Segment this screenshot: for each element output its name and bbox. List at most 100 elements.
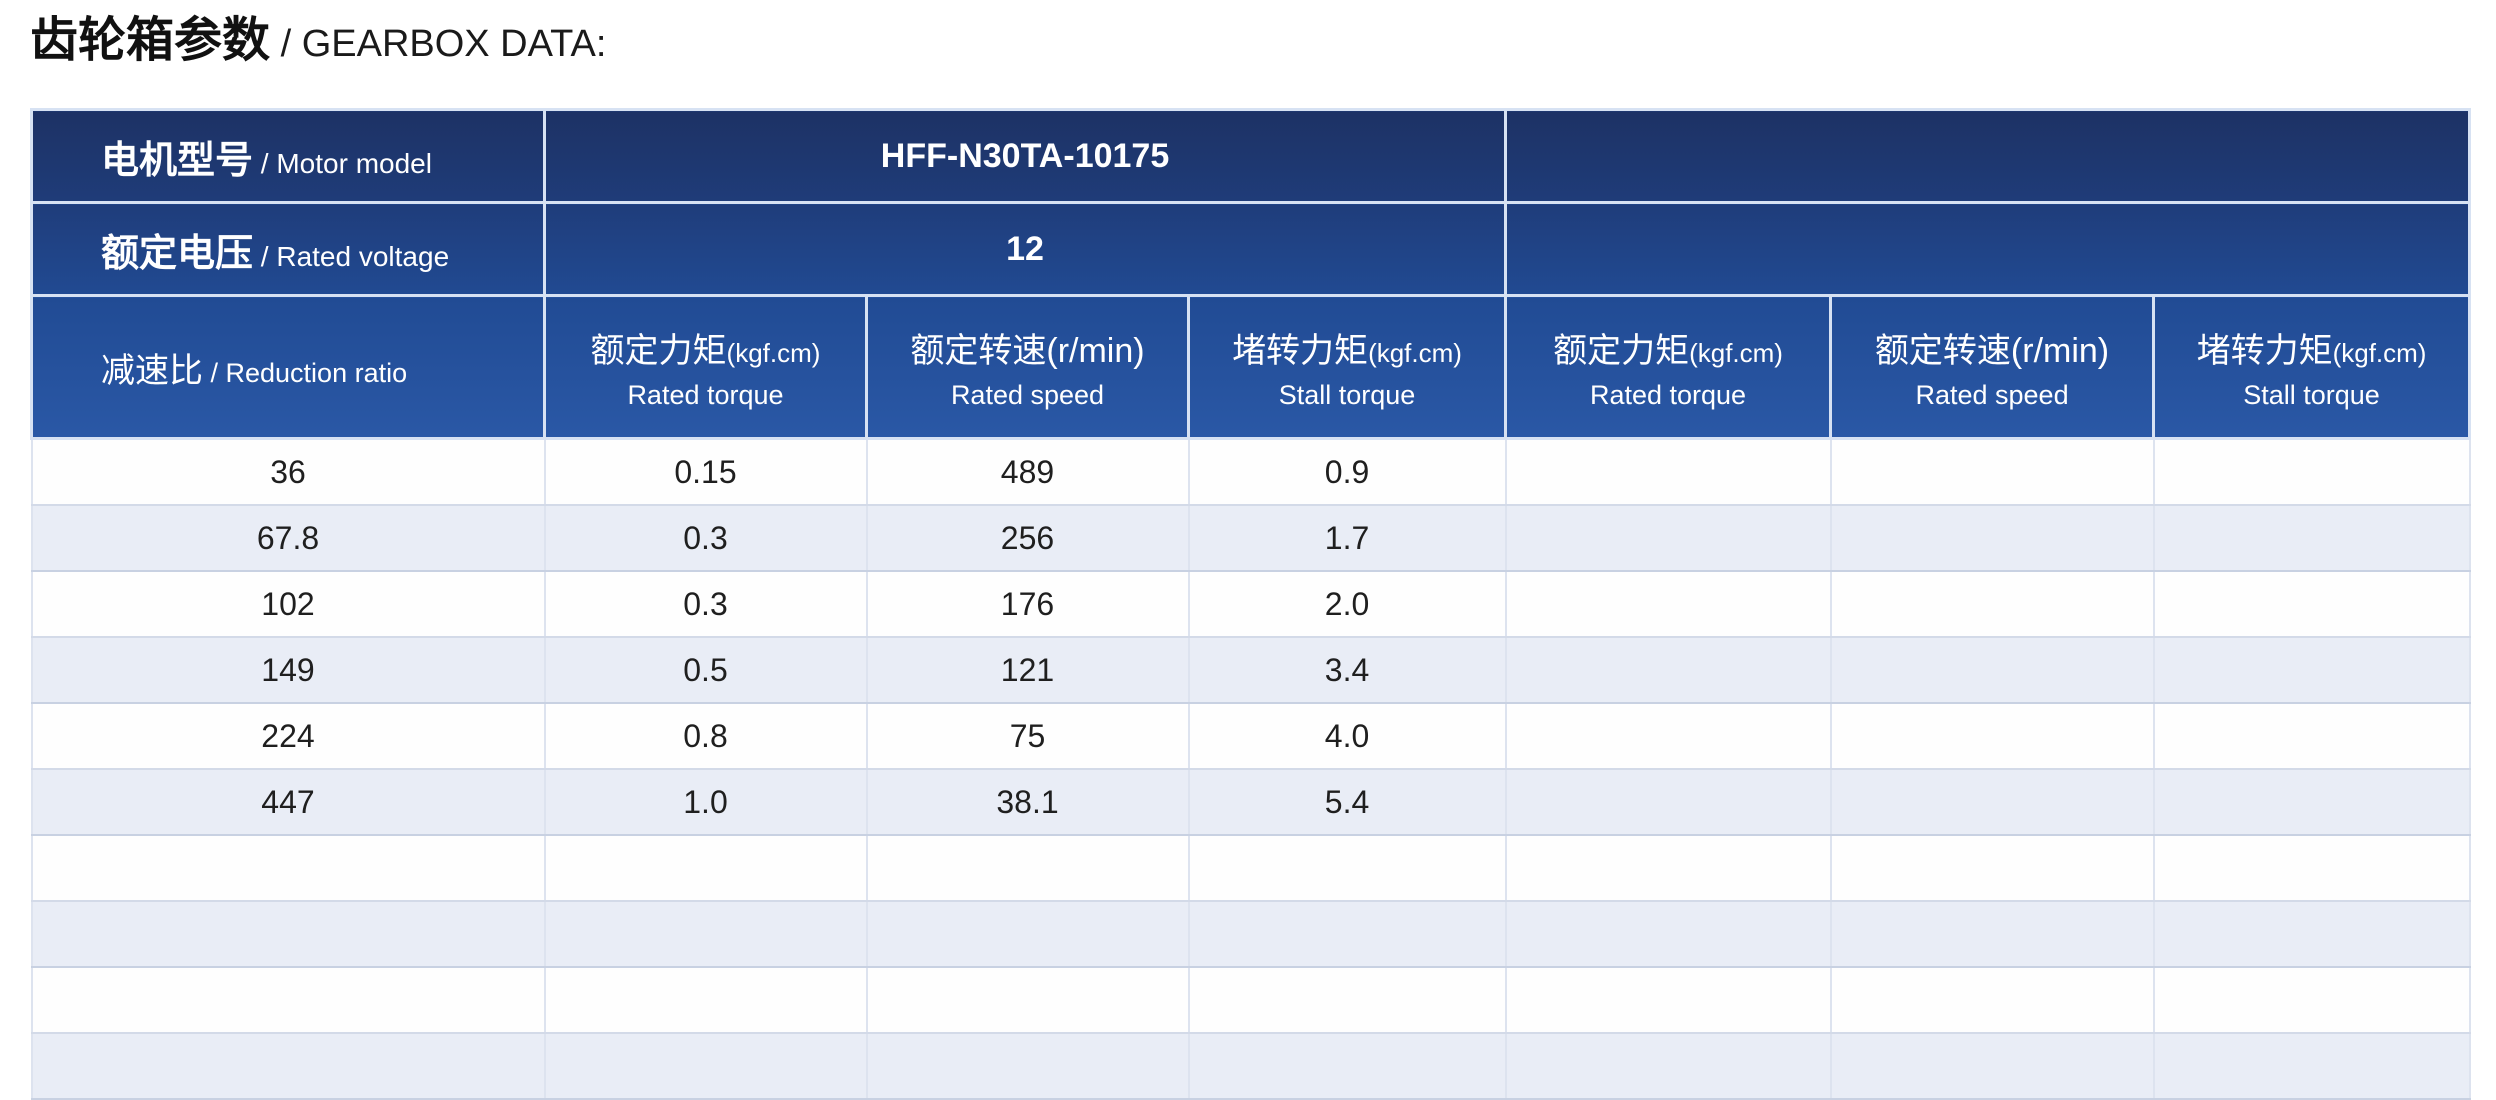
table-cell: 176: [865, 571, 1190, 638]
column-header-zh: 额定转速(r/min): [1874, 332, 2110, 370]
table-cell: [1504, 1033, 1832, 1100]
table-row: [30, 901, 2471, 968]
table-row: 149 0.5 121 3.4: [30, 637, 2471, 704]
table-row: 447 1.0 38.1 5.4: [30, 769, 2471, 836]
table-cell: 447: [30, 769, 546, 836]
table-cell: [2152, 505, 2471, 572]
column-header-en: Stall torque: [2243, 380, 2380, 410]
table-cell: [2152, 1033, 2471, 1100]
table-cell: [1829, 571, 2155, 638]
table-cell: 1.7: [1187, 505, 1507, 572]
table-cell: [1504, 637, 1832, 704]
column-header-en: Rated speed: [1915, 380, 2069, 410]
table-cell: [2152, 438, 2471, 506]
page-title-english: / GEARBOX DATA:: [270, 23, 607, 65]
column-header-zh: 减速比: [101, 351, 203, 390]
table-row: [30, 967, 2471, 1034]
table-row: 67.8 0.3 256 1.7: [30, 505, 2471, 572]
table-cell: 489: [865, 438, 1190, 506]
table-cell: [1187, 967, 1507, 1034]
table-cell: [30, 835, 546, 902]
table-cell: 0.8: [543, 703, 868, 770]
table-cell: 1.0: [543, 769, 868, 836]
column-header-en: Rated speed: [950, 380, 1105, 410]
table-cell: 0.3: [543, 571, 868, 638]
table-cell: [1829, 505, 2155, 572]
column-header-zh: 额定力矩: [1553, 332, 1690, 370]
column-header-stall-torque-1: 堵转力矩(kgf.cm) Stall torque: [1186, 294, 1508, 440]
table-row: 224 0.8 75 4.0: [30, 703, 2471, 770]
table-cell: [1504, 769, 1832, 836]
motor-model-label-cell: 电机型号 / Motor model: [30, 108, 546, 204]
column-header-en: Rated torque: [1589, 380, 1747, 410]
table-cell: [543, 835, 868, 902]
table-row: [30, 835, 2471, 902]
motor-model-value: HFF-N30TA-10175: [542, 108, 1508, 204]
table-cell: [30, 901, 546, 968]
table-cell: [865, 901, 1190, 968]
column-header-zh: 堵转力矩: [1232, 332, 1369, 370]
motor-model-label-en: / Motor model: [253, 147, 432, 179]
table-cell: 0.3: [543, 505, 868, 572]
table-cell: [30, 967, 546, 1034]
rated-voltage-label-zh: 额定电压: [101, 232, 254, 275]
table-cell: [1829, 769, 2155, 836]
table-cell: [1829, 703, 2155, 770]
table-cell: [1504, 571, 1832, 638]
column-header-line1: 额定力矩(kgf.cm): [1507, 323, 1829, 372]
table-cell: [2152, 571, 2471, 638]
table-cell: 67.8: [30, 505, 546, 572]
table-cell: [30, 1033, 546, 1100]
table-cell: 38.1: [865, 769, 1190, 836]
table-cell: [1187, 1033, 1507, 1100]
table-cell: [1187, 835, 1507, 902]
gearbox-data-table: 电机型号 / Motor model HFF-N30TA-10175 额定电压 …: [30, 108, 2472, 1100]
table-cell: 224: [30, 703, 546, 770]
column-header-stall-torque-2: 堵转力矩(kgf.cm) Stall torque: [2152, 294, 2472, 440]
column-header-row: 减速比 / Reduction ratio 额定力矩(kgf.cm) Rated…: [30, 294, 2472, 440]
gearbox-table-body: 36 0.15 489 0.9 67.8 0.3 256 1.7 102 0.3 176 2.0 149…: [30, 438, 2471, 1100]
table-cell: [1829, 438, 2155, 506]
table-cell: 121: [865, 637, 1190, 704]
table-cell: [1829, 967, 2155, 1034]
table-cell: [865, 835, 1190, 902]
table-cell: [1504, 901, 1832, 968]
table-cell: 3.4: [1187, 637, 1507, 704]
column-header-unit: (kgf.cm): [1689, 338, 1783, 368]
table-cell: [2152, 967, 2471, 1034]
table-cell: [1504, 835, 1832, 902]
table-cell: [1187, 901, 1507, 968]
page-title: 齿轮箱参数 / GEARBOX DATA:: [30, 10, 606, 75]
table-cell: 75: [865, 703, 1190, 770]
page-title-chinese: 齿轮箱参数: [30, 14, 271, 67]
table-cell: [1504, 505, 1832, 572]
rated-voltage-value: 12: [542, 201, 1508, 297]
table-cell: [1504, 967, 1832, 1034]
table-cell: [2152, 769, 2471, 836]
column-header-unit: (kgf.cm): [726, 338, 821, 368]
column-header-zh: 额定力矩: [590, 332, 727, 370]
column-header-zh: 堵转力矩: [2196, 332, 2333, 370]
table-cell: [1829, 901, 2155, 968]
rated-voltage-value-right: [1504, 201, 2472, 297]
motor-model-row: 电机型号 / Motor model HFF-N30TA-10175: [30, 108, 2472, 204]
column-header-unit: (kgf.cm): [2332, 338, 2427, 368]
table-cell: [1829, 1033, 2155, 1100]
table-cell: 5.4: [1187, 769, 1507, 836]
column-header-line1: 额定转速(r/min): [1832, 323, 2152, 372]
column-header-rated-torque-1: 额定力矩(kgf.cm) Rated torque: [543, 294, 868, 440]
column-header-en: Stall torque: [1278, 380, 1416, 410]
table-cell: 2.0: [1187, 571, 1507, 638]
table-cell: [543, 901, 868, 968]
table-cell: 256: [865, 505, 1190, 572]
table-cell: [543, 967, 868, 1034]
column-header-line1: 额定力矩(kgf.cm): [546, 323, 865, 372]
column-header-rated-speed-1: 额定转速(r/min) Rated speed: [865, 294, 1190, 440]
column-header-rated-torque-2: 额定力矩(kgf.cm) Rated torque: [1504, 294, 1833, 440]
table-row: 102 0.3 176 2.0: [30, 571, 2471, 638]
rated-voltage-label-cell: 额定电压 / Rated voltage: [30, 201, 546, 297]
table-cell: 102: [30, 571, 546, 638]
table-cell: 4.0: [1187, 703, 1507, 770]
table-cell: [1504, 703, 1832, 770]
column-header-reduction-ratio: 减速比 / Reduction ratio: [30, 294, 546, 440]
